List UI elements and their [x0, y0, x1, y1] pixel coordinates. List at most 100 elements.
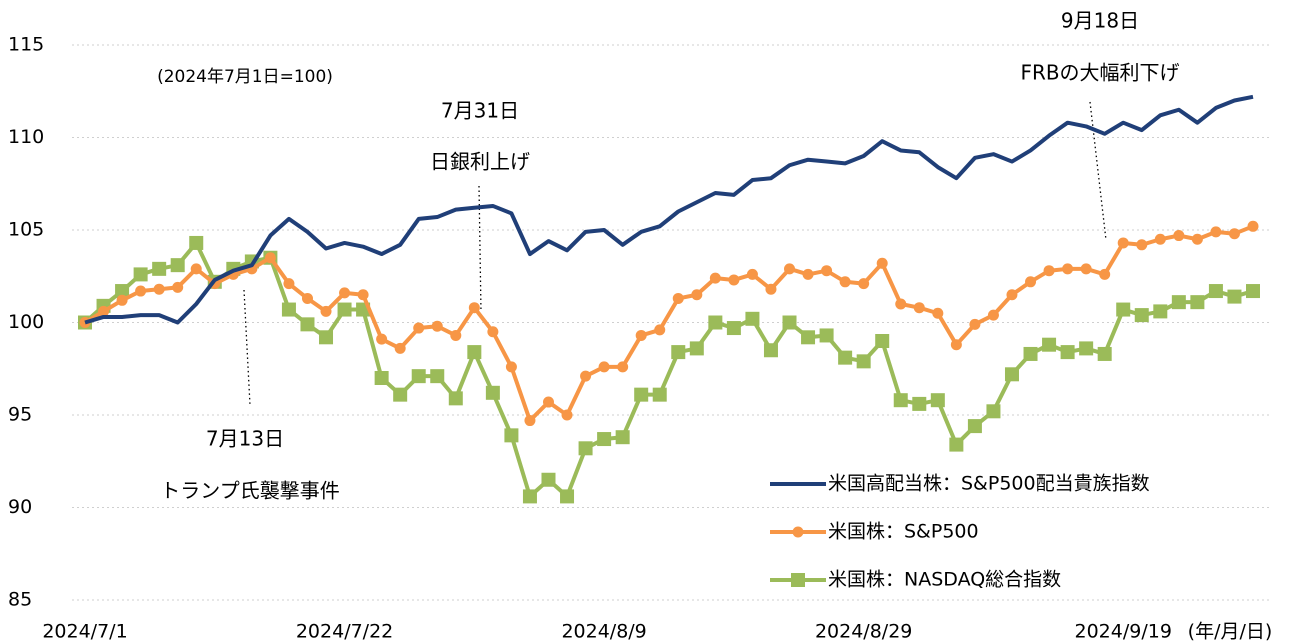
point [1210, 226, 1222, 238]
point [320, 305, 332, 317]
point [485, 385, 500, 400]
point [635, 329, 647, 341]
point [1190, 295, 1205, 310]
point [1116, 302, 1131, 317]
point [1247, 220, 1259, 232]
point [1228, 228, 1240, 240]
point [300, 317, 315, 332]
point [115, 284, 130, 299]
point [672, 292, 684, 304]
point [189, 235, 204, 250]
point [691, 289, 703, 301]
legend-marker [792, 526, 804, 538]
annotation: 7月13日 [206, 427, 284, 451]
point [301, 292, 313, 304]
point [264, 252, 276, 264]
point [913, 302, 925, 314]
point [1227, 289, 1242, 304]
point [782, 315, 797, 330]
point [1023, 346, 1038, 361]
point [560, 489, 575, 504]
point [450, 329, 462, 341]
point [895, 298, 907, 310]
point [876, 257, 888, 269]
leader-line [478, 185, 482, 313]
point [1004, 367, 1019, 382]
point [1153, 304, 1168, 319]
point [987, 309, 999, 321]
series-line [83, 224, 1254, 423]
point [1117, 237, 1129, 249]
point [152, 261, 167, 276]
point [1154, 233, 1166, 245]
legend-marker [791, 573, 805, 587]
point [726, 321, 741, 336]
point [709, 272, 721, 284]
y-tick-label: 105 [8, 219, 44, 241]
point [819, 328, 834, 343]
point [135, 285, 147, 297]
point [281, 302, 296, 317]
annotation: 7月31日 [441, 99, 519, 123]
point [728, 274, 740, 286]
point [1080, 263, 1092, 275]
point [1006, 289, 1018, 301]
point [376, 333, 388, 345]
point [763, 343, 778, 358]
point [468, 302, 480, 314]
point [598, 361, 610, 373]
point [542, 396, 554, 408]
point [337, 302, 352, 317]
point [671, 345, 686, 360]
point [524, 415, 536, 427]
annotation: FRBの大幅利下げ [1020, 61, 1179, 85]
point [949, 437, 964, 452]
point [893, 393, 908, 408]
point [839, 276, 851, 288]
point [1097, 346, 1112, 361]
annotation: 9月18日 [1061, 9, 1139, 33]
point [561, 409, 573, 421]
point [784, 263, 796, 275]
point [172, 281, 184, 293]
point [654, 324, 666, 336]
point [821, 265, 833, 277]
y-tick-label: 95 [8, 404, 32, 426]
y-tick-label: 100 [8, 311, 44, 333]
point [319, 330, 334, 345]
point [431, 320, 443, 332]
point [802, 268, 814, 280]
x-tick-label: 2024/7/22 [296, 621, 393, 643]
point [1191, 233, 1203, 245]
annotation: 日銀利上げ [430, 150, 530, 174]
point [858, 278, 870, 290]
legend-label: 米国株：S&P500 [828, 521, 979, 543]
point [1099, 268, 1111, 280]
point [912, 396, 927, 411]
point [1208, 284, 1223, 299]
point [283, 278, 295, 290]
point [838, 350, 853, 365]
point [505, 361, 517, 373]
leader-line [243, 289, 251, 406]
point [930, 393, 945, 408]
annotation: トランプ氏襲撃事件 [160, 479, 339, 503]
point [1060, 345, 1075, 360]
point [708, 315, 723, 330]
point [1173, 230, 1185, 242]
point [339, 287, 351, 299]
point [116, 294, 128, 306]
point [634, 387, 649, 402]
point [357, 289, 369, 301]
point [133, 267, 148, 282]
point [950, 339, 962, 351]
point [969, 318, 981, 330]
point [801, 330, 816, 345]
point [1042, 337, 1057, 352]
series-line [84, 94, 1254, 325]
point [98, 305, 110, 317]
x-axis-label: (年/月/日) [1188, 621, 1273, 643]
point [504, 428, 519, 443]
point [374, 371, 389, 385]
point [875, 334, 890, 348]
